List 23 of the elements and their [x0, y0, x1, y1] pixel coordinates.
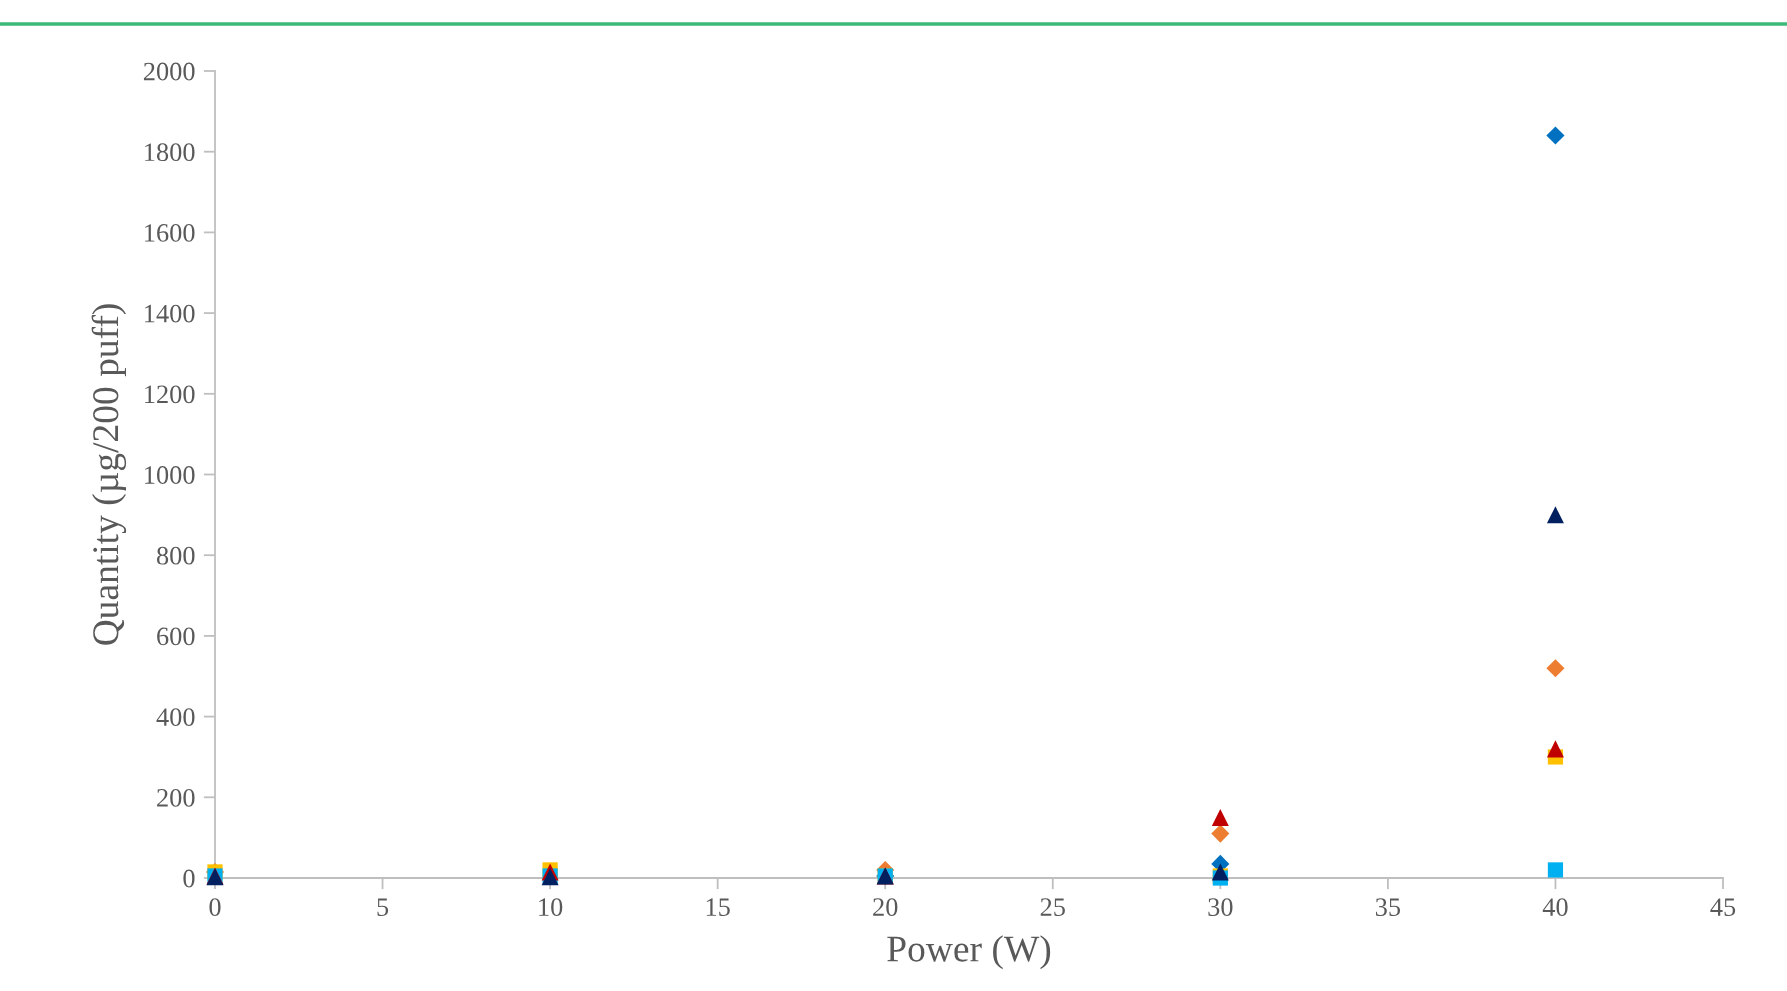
x-axis-title: Power (W): [887, 935, 1051, 970]
x-tick-label: 15: [706, 898, 730, 917]
y-tick-label: 1200: [145, 385, 195, 404]
y-tick-label: 2000: [143, 62, 195, 81]
y-tick-label: 1800: [145, 143, 195, 162]
x-tick-label: 30: [1208, 898, 1233, 917]
x-tick-label: 40: [1542, 898, 1568, 917]
y-tick-label: 1000: [145, 466, 195, 484]
x-tick-label: 45: [1710, 898, 1736, 917]
y-tick-label: 600: [157, 627, 195, 646]
y-tick-label: 1600: [145, 224, 195, 242]
y-tick-label: 800: [156, 546, 195, 565]
y-tick-label: 400: [156, 708, 195, 727]
y-axis-title: Quantity (µg/200 puff): [91, 304, 127, 645]
y-tick-label: 0: [183, 869, 195, 888]
y-tick-label: 200: [157, 788, 195, 807]
x-tick-label: 0: [209, 898, 221, 917]
x-tick-label: 25: [1040, 898, 1065, 917]
x-tick-label: 35: [1375, 898, 1401, 917]
x-tick-label: 5: [377, 898, 389, 917]
y-tick-label: 1400: [145, 304, 195, 323]
x-tick-label: 20: [873, 898, 898, 917]
x-tick-label: 10: [539, 898, 563, 917]
